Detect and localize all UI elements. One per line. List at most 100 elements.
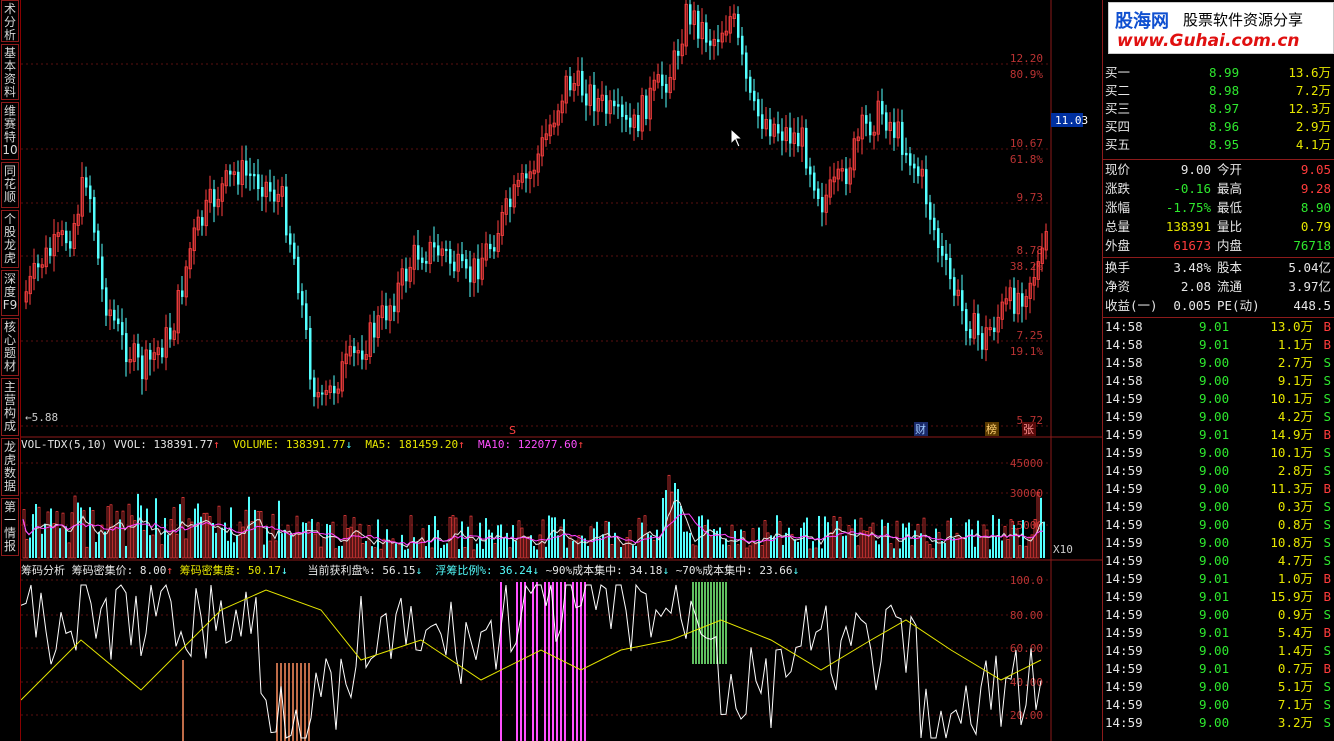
up-arrow-icon: ↑: [166, 564, 173, 577]
tick-time: 14:59: [1105, 589, 1143, 604]
volume-bar: [557, 535, 559, 558]
bid-price: 8.97: [1209, 101, 1240, 116]
volume-bar: [703, 525, 707, 559]
tick-row[interactable]: 14:59 9.00 0.8万 S: [1103, 516, 1334, 534]
volume-bar: [727, 545, 731, 559]
candle-body: [544, 133, 548, 141]
volume-bar: [533, 546, 535, 558]
candle-body: [828, 179, 832, 198]
volume-bar: [541, 519, 545, 559]
tick-row[interactable]: 14:59 9.00 4.7万 S: [1103, 552, 1334, 570]
tick-row[interactable]: 14:59 9.01 14.9万 B: [1103, 426, 1334, 444]
candle-body: [204, 199, 208, 227]
volume-bar: [1018, 545, 1022, 559]
left-tab-5[interactable]: 个股龙虎: [1, 210, 19, 268]
volume-level-label: 45000: [1010, 457, 1043, 470]
tick-row[interactable]: 14:59 9.00 3.2万 S: [1103, 714, 1334, 732]
chip-average-line: [21, 589, 1042, 701]
tick-row[interactable]: 14:59 9.00 4.2万 S: [1103, 408, 1334, 426]
quote-value: 61673: [1173, 238, 1211, 253]
volume-bar: [766, 532, 770, 559]
volume-bar: [622, 544, 626, 559]
tick-row[interactable]: 14:59 9.00 0.3万 S: [1103, 498, 1334, 516]
candle-body: [717, 39, 720, 43]
tick-volume: 15.9万: [1270, 589, 1313, 604]
sell-marker: S: [509, 424, 516, 437]
candle-body: [101, 256, 104, 290]
bid-row[interactable]: 买三 8.97 12.3万: [1103, 100, 1334, 118]
tick-row[interactable]: 14:59 9.00 1.4万 S: [1103, 642, 1334, 660]
left-tab-10[interactable]: 第一情报: [1, 498, 19, 556]
volume-bar: [563, 519, 565, 558]
tick-row[interactable]: 14:58 9.00 9.1万 S: [1103, 372, 1334, 390]
candle-body: [917, 166, 920, 177]
left-tab-9[interactable]: 龙虎数据: [1, 438, 19, 496]
quote-label: 最高: [1217, 181, 1243, 196]
candle-body: [65, 230, 68, 244]
candle-body: [552, 122, 556, 128]
candle-body: [692, 10, 696, 25]
candle-body: [192, 227, 196, 252]
left-tab-8[interactable]: 主营构成: [1, 378, 19, 436]
left-tab-4[interactable]: 同花顺: [1, 162, 19, 208]
tick-row[interactable]: 14:59 9.01 15.9万 B: [1103, 588, 1334, 606]
tick-price: 9.01: [1199, 319, 1230, 334]
left-tab-7[interactable]: 核心题材: [1, 318, 19, 376]
volume-bar: [98, 531, 100, 558]
candle-body: [85, 177, 88, 188]
tick-row[interactable]: 14:59 9.00 2.8万 S: [1103, 462, 1334, 480]
tick-row[interactable]: 14:59 9.00 10.1万 S: [1103, 390, 1334, 408]
candle-body: [353, 346, 356, 353]
candle-body: [913, 163, 916, 169]
tick-row[interactable]: 14:59 9.01 0.7万 B: [1103, 660, 1334, 678]
quote-row: 外盘 61673 内盘 76718: [1103, 237, 1334, 255]
bid-row[interactable]: 买四 8.96 2.9万: [1103, 118, 1334, 136]
bid-row[interactable]: 买五 8.95 4.1万: [1103, 136, 1334, 154]
volume-bar: [497, 525, 499, 558]
volume-bar: [322, 537, 326, 559]
candle-body: [500, 211, 504, 236]
volume-bar: [160, 544, 164, 559]
volume-bar: [343, 515, 347, 559]
chart-area[interactable]: 12.20 10.67 9.73 8.78 7.25 5.72 80.9% 61.8% 38.2…: [21, 0, 1102, 741]
volume-bar: [61, 512, 65, 559]
tick-row[interactable]: 14:58 9.00 2.7万 S: [1103, 354, 1334, 372]
left-tab-6[interactable]: 深度F9: [1, 270, 19, 316]
tick-row[interactable]: 14:59 9.00 7.1万 S: [1103, 696, 1334, 714]
bid-row[interactable]: 买一 8.99 13.6万: [1103, 64, 1334, 82]
tick-price: 9.01: [1199, 625, 1230, 640]
bid-row[interactable]: 买二 8.98 7.2万: [1103, 82, 1334, 100]
tick-row[interactable]: 14:58 9.01 13.0万 B: [1103, 318, 1334, 336]
tick-row[interactable]: 14:59 9.01 5.4万 B: [1103, 624, 1334, 642]
volume-bar: [202, 512, 206, 559]
quote-label: 外盘: [1105, 238, 1131, 253]
tick-volume: 10.1万: [1270, 445, 1313, 460]
finance-label: 收益(一): [1105, 298, 1158, 313]
tick-row[interactable]: 14:59 9.00 5.1万 S: [1103, 678, 1334, 696]
chart-svg[interactable]: 12.2010.679.738.787.255.7280.9%61.8%38.2…: [21, 0, 1102, 741]
tick-row[interactable]: 14:59 9.00 10.1万 S: [1103, 444, 1334, 462]
tick-row[interactable]: 14:59 9.00 10.8万 S: [1103, 534, 1334, 552]
candle-body: [709, 40, 712, 46]
left-tab-3[interactable]: 维赛特10: [1, 102, 19, 160]
candle-body: [328, 385, 332, 393]
tick-row[interactable]: 14:59 9.00 0.9万 S: [1103, 606, 1334, 624]
tick-side: S: [1323, 463, 1331, 478]
candle-body: [373, 322, 376, 338]
tick-time: 14:58: [1105, 319, 1143, 334]
tick-price: 9.01: [1199, 589, 1230, 604]
chip-header: 筹码分析 筹码密集价: 8.00↑ 筹码密集度: 50.17↓ 当前获利盘%: …: [21, 562, 799, 578]
tick-volume: 10.8万: [1270, 535, 1313, 550]
tick-row[interactable]: 14:59 9.01 1.0万 B: [1103, 570, 1334, 588]
left-tab-2[interactable]: 基本资料: [1, 44, 19, 100]
left-tab-1[interactable]: 术分析: [1, 0, 19, 42]
tick-row[interactable]: 14:59 9.00 11.3万 B: [1103, 480, 1334, 498]
candle-body: [40, 264, 44, 268]
volume-bar: [319, 546, 323, 559]
tick-time: 14:58: [1105, 337, 1143, 352]
tick-row[interactable]: 14:58 9.01 1.1万 B: [1103, 336, 1334, 354]
finance-label: PE(动): [1217, 298, 1260, 313]
tick-volume: 7.1万: [1277, 697, 1313, 712]
volume-bar: [1040, 497, 1042, 558]
candle-body: [581, 71, 584, 96]
